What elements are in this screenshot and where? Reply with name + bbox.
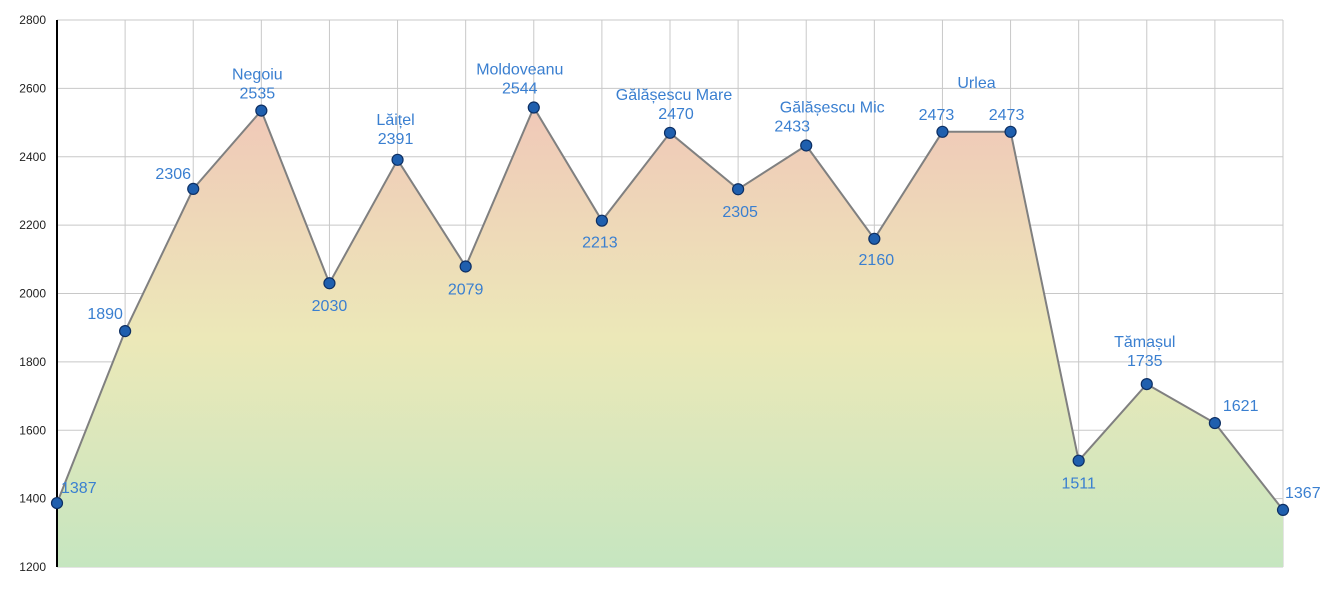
- data-point: [800, 139, 813, 152]
- y-tick-label: 1800: [19, 355, 46, 369]
- data-point: [1072, 454, 1085, 467]
- peak-name-label: Lăițel: [376, 112, 414, 129]
- value-label: 2306: [155, 166, 191, 183]
- peak-name-label: Tămașul: [1114, 334, 1175, 351]
- value-label: 2391: [378, 131, 414, 148]
- y-tick-label: 2600: [19, 81, 46, 95]
- data-point: [1140, 377, 1153, 391]
- data-point: [868, 232, 881, 245]
- elevation-area: [57, 107, 1283, 567]
- data-point: [1276, 503, 1290, 517]
- value-label: 2473: [919, 107, 955, 124]
- y-tick-label: 1400: [19, 492, 46, 506]
- data-markers: [50, 101, 1290, 517]
- data-point: [1208, 416, 1221, 430]
- data-point: [459, 260, 472, 273]
- value-label: 2079: [448, 281, 484, 298]
- peak-name-label: Urlea: [957, 75, 995, 92]
- value-label: 1890: [87, 306, 123, 323]
- data-point: [255, 104, 268, 117]
- data-point: [119, 325, 132, 338]
- data-point: [187, 182, 200, 195]
- value-label: 2470: [658, 106, 694, 123]
- peak-name-label: Gălășescu Mare: [616, 87, 733, 104]
- data-point: [1004, 125, 1017, 138]
- data-point: [391, 153, 404, 166]
- y-tick-label: 2200: [19, 218, 46, 232]
- data-point: [663, 126, 677, 139]
- value-label: 2213: [582, 235, 618, 252]
- data-point: [595, 214, 608, 227]
- data-point: [527, 101, 540, 114]
- value-label: 1735: [1127, 353, 1163, 370]
- value-label: 1387: [61, 480, 97, 497]
- y-tick-label: 1600: [19, 423, 46, 437]
- data-labels: 1387 1890 2306 2535 Negoiu 2030 2391 Lăițel 2079…: [61, 62, 1321, 502]
- peak-name-label: Negoiu: [232, 67, 283, 84]
- y-tick-label: 2000: [19, 287, 46, 301]
- peak-name-label: Moldoveanu: [476, 62, 563, 79]
- y-tick-label: 2400: [19, 150, 46, 164]
- value-label: 2544: [502, 81, 538, 98]
- data-point: [732, 183, 745, 196]
- value-label: 2305: [722, 204, 758, 221]
- value-label: 1367: [1285, 485, 1321, 502]
- data-point: [936, 125, 949, 138]
- value-label: 2030: [312, 298, 348, 315]
- peak-name-label: Gălășescu Mic: [780, 99, 885, 116]
- data-point: [50, 496, 64, 510]
- y-tick-label: 1200: [19, 560, 46, 574]
- value-label: 2473: [989, 107, 1025, 124]
- value-label: 2535: [240, 86, 276, 103]
- y-tick-label: 2800: [19, 13, 46, 27]
- value-label: 2433: [774, 118, 810, 135]
- y-axis-ticks: 1200 1400 1600 1800 2000 2200 2400 2600 2800: [19, 13, 46, 574]
- value-label: 2160: [859, 252, 895, 269]
- value-label: 1511: [1061, 476, 1096, 493]
- value-label: 1621: [1223, 398, 1259, 415]
- data-point: [323, 277, 336, 290]
